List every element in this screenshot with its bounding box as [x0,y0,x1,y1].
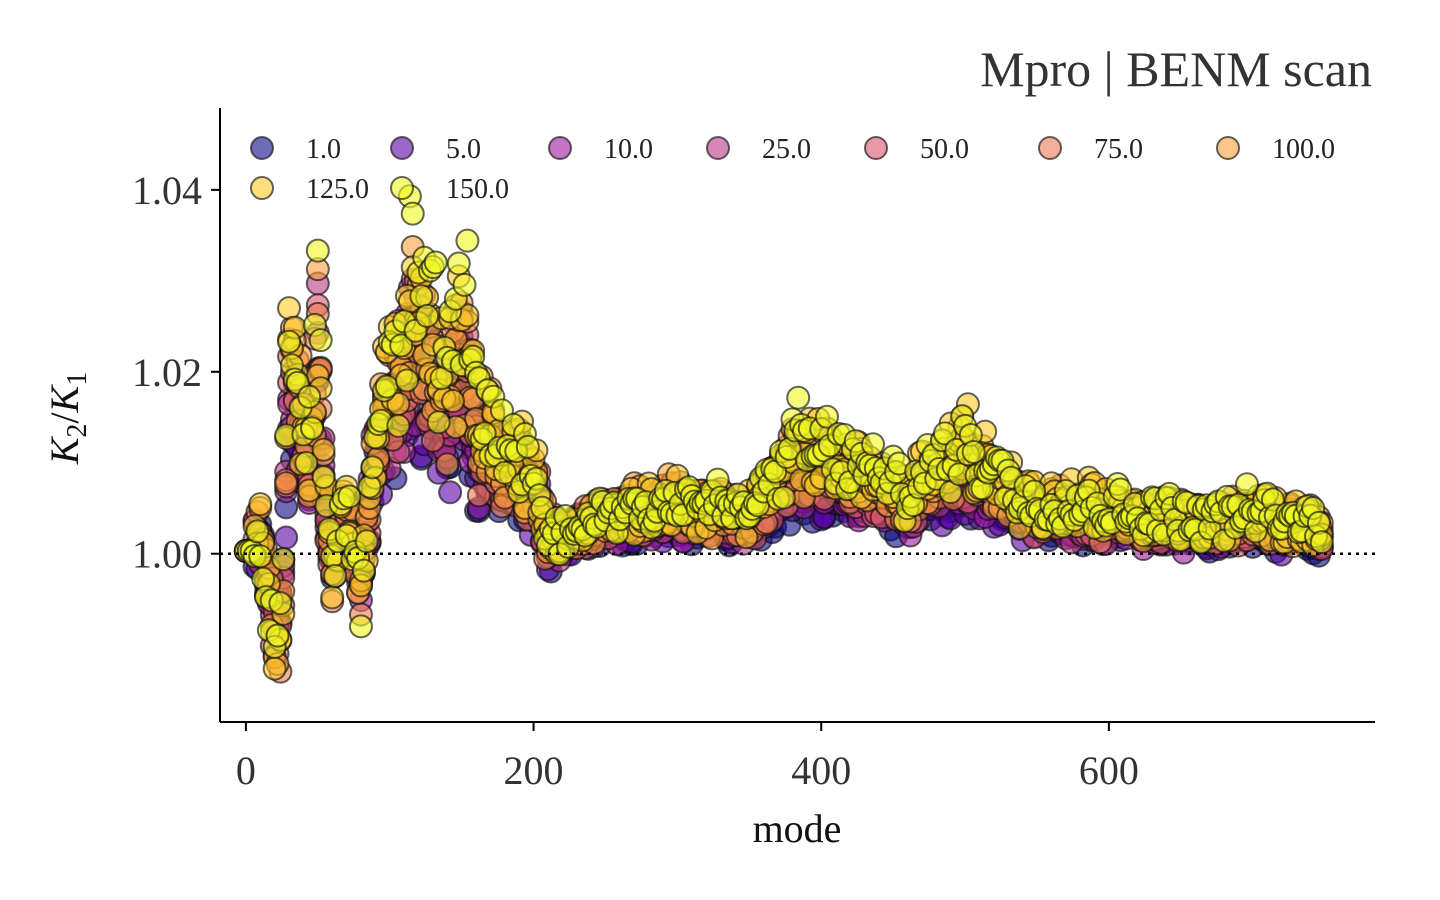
point [374,374,399,399]
point [400,201,425,226]
legend-marker [548,136,572,160]
legend-label: 100.0 [1272,134,1335,165]
point [386,413,411,438]
point [300,416,325,441]
y-tick-label: 1.02 [132,350,202,395]
x-tick-label: 0 [236,748,256,793]
point [297,384,322,409]
y-axis-ticks: 1.00 1.02 1.04 [132,168,220,577]
x-axis-label: mode [753,806,842,851]
point [423,250,448,275]
y-tick-label: 1.04 [132,168,202,213]
point [466,483,491,508]
point [472,421,497,446]
legend-marker [1038,136,1062,160]
x-tick-label: 200 [504,748,564,793]
legend-marker [390,136,414,160]
legend-marker [390,176,414,200]
point [294,451,319,476]
point [271,547,296,572]
y-tick-label: 1.00 [132,532,202,577]
x-tick-label: 400 [791,748,851,793]
point [305,238,330,263]
point [348,614,373,639]
y-axis-label: K2/K1 [42,372,93,466]
legend-label: 10.0 [604,134,653,165]
point [268,591,293,616]
point [277,329,302,354]
point [351,558,376,583]
point [323,563,348,588]
y-label-k1: K [42,383,87,413]
point [861,432,886,457]
point [311,437,336,462]
x-tick-label: 600 [1079,748,1139,793]
point [446,251,471,276]
point [515,434,540,459]
point [320,585,345,610]
point [435,452,460,477]
legend-label: 75.0 [1094,134,1143,165]
y-label-slash: / [42,412,87,424]
point [360,455,385,480]
point [265,623,290,648]
point [786,385,811,410]
point [415,303,440,328]
point [337,484,362,509]
legend-label: 150.0 [446,174,509,205]
point [245,519,270,544]
point [248,544,273,569]
data-points [233,184,1334,684]
point [438,480,463,505]
point [262,656,287,681]
point [409,284,434,309]
point [1309,530,1334,555]
point [492,460,517,485]
point [771,485,796,510]
point [426,410,451,435]
point [308,328,333,353]
point [1108,477,1133,502]
point [961,440,986,465]
point [389,333,414,358]
x-axis-ticks: 0 200 400 600 [236,722,1139,793]
point [394,368,419,393]
point [274,525,299,550]
point [1234,472,1259,497]
series-150-0 [233,184,1334,659]
chart-title: Mpro | BENM scan [980,41,1372,97]
legend-label: 1.0 [306,134,341,165]
point [248,492,273,517]
legend-marker [1216,136,1240,160]
point [452,272,477,297]
point [274,471,299,496]
legend-marker [706,136,730,160]
y-label-sub1: 1 [62,372,93,386]
point [311,465,336,490]
legend-marker [864,136,888,160]
legend-label: 25.0 [762,134,811,165]
point [455,228,480,253]
point [441,389,466,414]
legend-marker [250,136,274,160]
legend-label: 125.0 [306,174,369,205]
legend-label: 50.0 [920,134,969,165]
legend-marker [250,176,274,200]
legend: 1.0 5.0 10.0 25.0 50.0 75.0 100.0 125.0 150.0 [250,134,1335,205]
point [354,529,379,554]
y-label-sub2: 2 [62,424,93,438]
legend-label: 5.0 [446,134,481,165]
point [814,404,839,429]
y-label-k2: K [42,435,87,465]
